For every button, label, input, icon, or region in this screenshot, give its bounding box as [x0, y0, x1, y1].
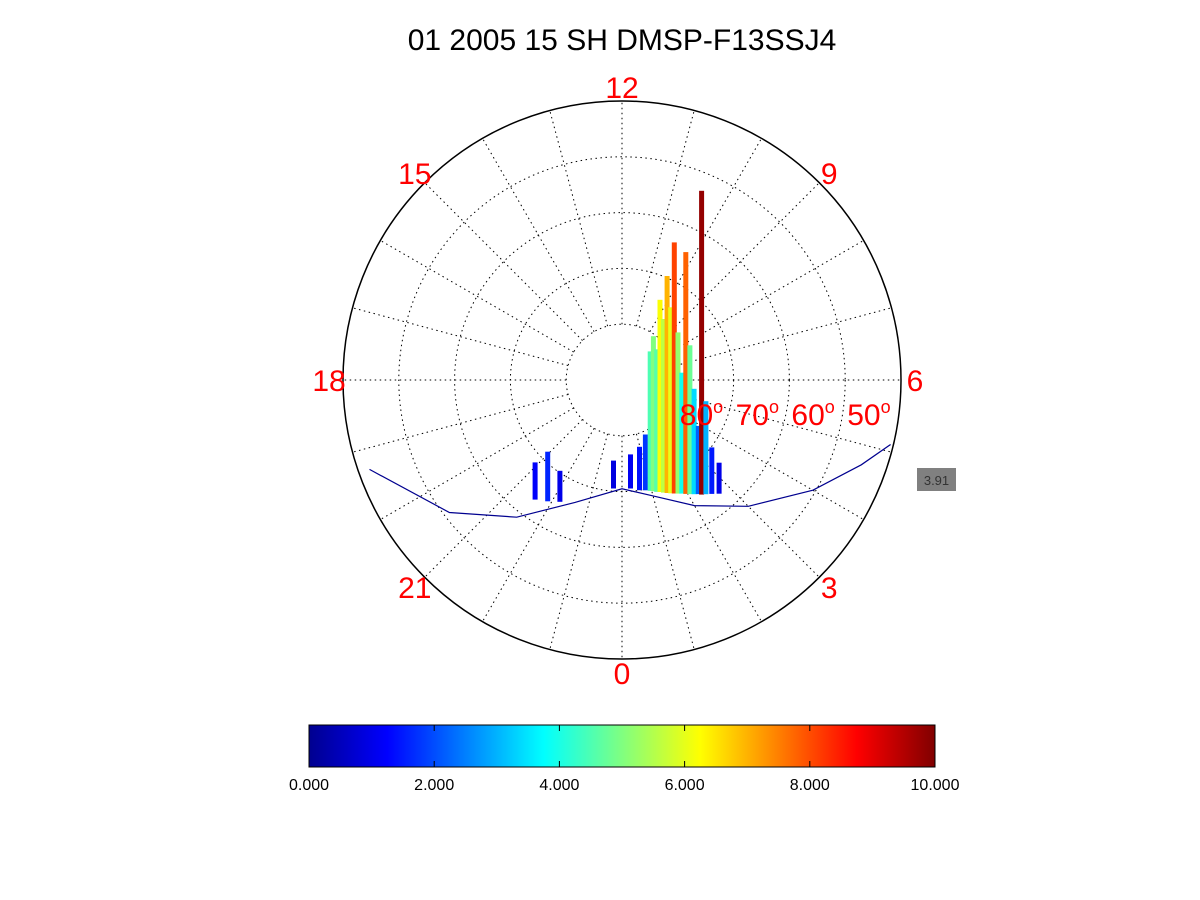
colorbar-tick-label-5: 10.000 [911, 777, 960, 794]
flux-bar-9 [654, 349, 660, 492]
satellite-track-line [369, 444, 891, 518]
hour-label-21: 21 [398, 572, 431, 605]
mlt-spoke-20 [380, 407, 574, 520]
mlt-spoke-5 [675, 393, 892, 453]
mlt-spoke-10 [649, 138, 762, 332]
mlt-spoke-19 [352, 393, 569, 453]
flux-bar-18 [687, 345, 693, 495]
lat-label-60: 60o [791, 397, 834, 432]
satellite-track [369, 444, 891, 518]
flux-bar-22 [703, 401, 709, 495]
flux-bar-17 [683, 252, 689, 494]
hour-labels: 0 3 6 9 12 15 18 21 [312, 72, 923, 691]
flux-bars [532, 190, 722, 502]
flux-bar-24 [716, 462, 722, 494]
track-end-value: 3.91 [924, 473, 949, 488]
flux-bar-0 [532, 462, 538, 500]
flux-bar-12 [664, 276, 670, 493]
flux-bar-23 [709, 447, 715, 494]
flux-bar-21 [699, 190, 705, 495]
mlt-spoke-22 [482, 428, 595, 622]
colorbar-tick-label-0: 0.000 [289, 777, 329, 794]
colorbar-tick-label-1: 2.000 [414, 777, 454, 794]
colorbar-tick-label-2: 4.000 [539, 777, 579, 794]
colorbar-tick-label-3: 6.000 [665, 777, 705, 794]
mlt-spoke-11 [635, 110, 695, 327]
colorbar-gradient [308, 724, 936, 768]
flux-bar-19 [691, 388, 697, 495]
flux-bar-6 [642, 434, 648, 491]
mlt-spoke-23 [549, 433, 609, 650]
polar-grid [343, 101, 901, 659]
mlt-spoke-9 [661, 182, 820, 341]
outer-boundary-circle [342, 100, 902, 660]
mlt-spoke-4 [670, 407, 864, 520]
lat-label-50: 50o [847, 397, 890, 432]
flux-bar-4 [628, 454, 633, 489]
flux-bar-2 [557, 470, 563, 502]
flux-bar-7 [647, 351, 653, 491]
colorbar-ticks: 0.000 2.000 4.000 6.000 8.000 10.000 [289, 725, 960, 794]
flux-bar-8 [650, 336, 656, 492]
flux-bar-14 [671, 242, 677, 494]
mlt-spoke-2 [649, 428, 762, 622]
hour-label-0: 0 [614, 658, 631, 691]
mlt-spoke-16 [380, 240, 574, 353]
mlt-spoke-21 [424, 419, 583, 578]
lat-label-70: 70o [736, 397, 779, 432]
flux-bar-5 [637, 446, 642, 491]
flux-bar-20 [695, 425, 701, 495]
lat-ring-50 [398, 156, 846, 604]
mlt-spoke-15 [424, 182, 583, 341]
colorbar: 0.000 2.000 4.000 6.000 8.000 10.000 [289, 724, 960, 794]
mlt-spoke-3 [661, 419, 820, 578]
flux-bar-3 [611, 460, 616, 489]
lat-ring-60 [454, 212, 790, 548]
mlt-spoke-13 [549, 110, 609, 327]
flux-bar-1 [545, 451, 551, 502]
latitude-labels: 80o 70o 60o 50o [680, 397, 891, 432]
hour-label-6: 6 [907, 365, 924, 398]
flux-bar-16 [679, 372, 685, 494]
track-end-marker-box [917, 468, 956, 491]
flux-bar-13 [668, 307, 674, 494]
lat-label-80: 80o [680, 397, 723, 432]
mlt-spoke-17 [352, 307, 569, 367]
hour-label-12: 12 [605, 72, 638, 105]
mlt-spoke-1 [635, 433, 695, 650]
flux-bar-15 [675, 332, 681, 494]
chart-title: 01 2005 15 SH DMSP-F13SSJ4 [408, 24, 837, 57]
hour-label-3: 3 [821, 572, 838, 605]
flux-bar-11 [661, 319, 666, 493]
hour-label-18: 18 [312, 365, 345, 398]
mlt-spoke-7 [675, 307, 892, 367]
track-end-marker: 3.91 [917, 468, 956, 491]
hour-label-15: 15 [398, 158, 431, 191]
colorbar-tick-label-4: 8.000 [790, 777, 830, 794]
mlt-spoke-14 [482, 138, 595, 332]
hour-label-9: 9 [821, 158, 838, 191]
flux-bar-10 [657, 299, 663, 492]
mlt-spoke-8 [670, 240, 864, 353]
